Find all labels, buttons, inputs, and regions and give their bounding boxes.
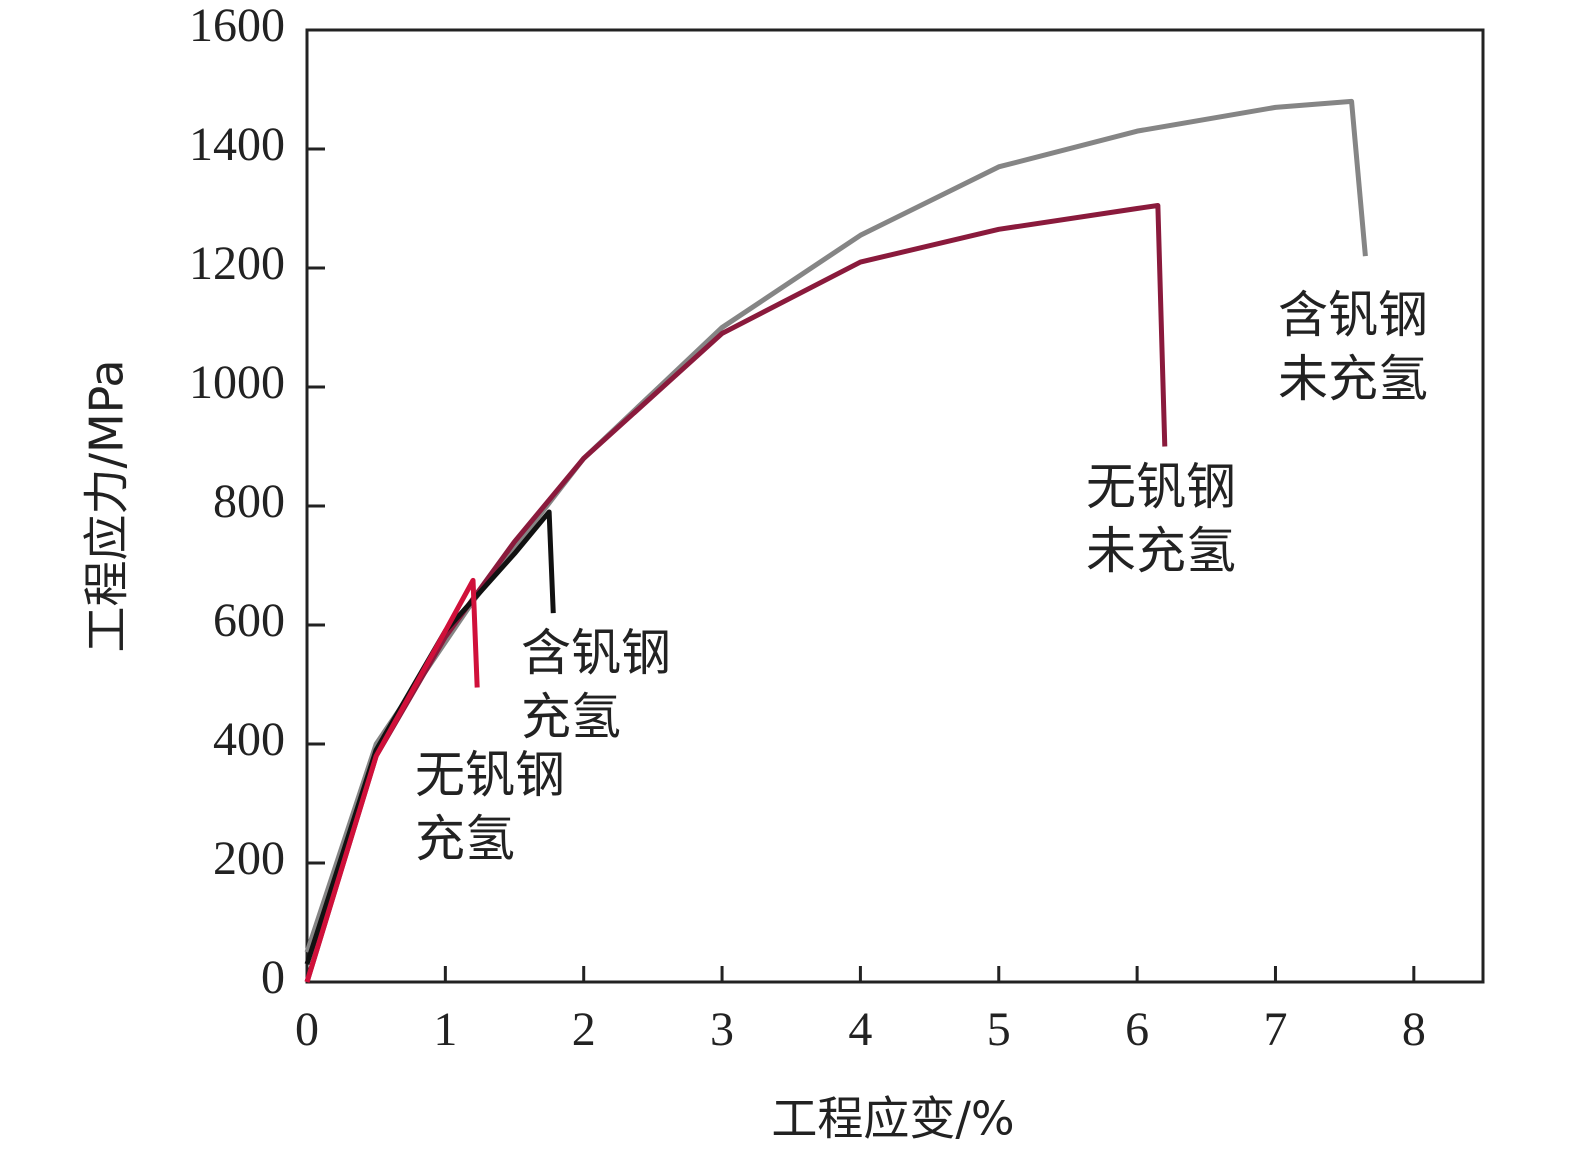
- y-tick-label: 1200: [189, 237, 285, 290]
- series-label: 无钒钢充氢: [415, 746, 565, 868]
- series-label-line: 无钒钢: [415, 746, 565, 804]
- x-tick-label: 6: [1125, 1003, 1149, 1056]
- x-tick-label: 2: [572, 1003, 596, 1056]
- y-tick-label: 1400: [189, 118, 285, 171]
- series-label-line: 含钒钢: [521, 624, 671, 682]
- series-line: [304, 577, 480, 983]
- y-tick-label: 800: [213, 475, 285, 528]
- x-tick-label: 3: [710, 1003, 734, 1056]
- series-label-line: 充氢: [521, 688, 621, 746]
- x-axis-title: 工程应变/%: [771, 1092, 1014, 1146]
- x-tick-label: 0: [295, 1003, 319, 1056]
- x-tick-label: 5: [987, 1003, 1011, 1056]
- x-tick-label: 4: [848, 1003, 872, 1056]
- series-label: 无钒钢未充氢: [1086, 458, 1236, 580]
- series-label: 含钒钢充氢: [521, 624, 671, 746]
- y-tick-label: 1000: [189, 356, 285, 409]
- series-label-line: 未充氢: [1086, 522, 1236, 580]
- y-tick-label: 200: [213, 832, 285, 885]
- series-label-line: 含钒钢: [1278, 286, 1428, 344]
- series-label: 含钒钢未充氢: [1278, 286, 1428, 408]
- x-tick-label: 8: [1402, 1003, 1426, 1056]
- series-line: [304, 509, 556, 965]
- series-label-line: 未充氢: [1278, 350, 1428, 408]
- x-tick-label: 7: [1263, 1003, 1287, 1056]
- y-tick-label: 600: [213, 594, 285, 647]
- y-tick-label: 1600: [189, 0, 285, 52]
- series-label-line: 无钒钢: [1086, 458, 1236, 516]
- x-tick-label: 1: [433, 1003, 457, 1056]
- y-tick-label: 0: [261, 951, 285, 1004]
- y-axis-title: 工程应力/MPa: [80, 359, 134, 652]
- y-tick-label: 400: [213, 713, 285, 766]
- series-label-line: 充氢: [415, 810, 515, 868]
